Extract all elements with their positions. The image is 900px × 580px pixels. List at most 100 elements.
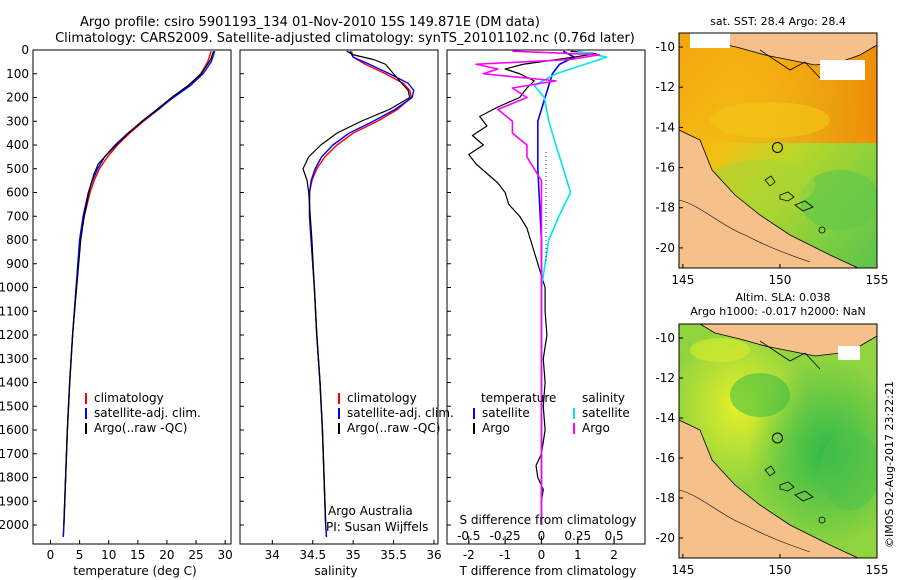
y-tick-label: 1700 xyxy=(0,447,29,461)
sst-map-frame xyxy=(678,32,878,269)
difference-legend: temperature satellite Argo salinity sate… xyxy=(473,391,630,435)
legend-climatology-label: climatology xyxy=(347,391,417,405)
y-tick-label: 900 xyxy=(6,257,29,271)
legend-climatology-label: climatology xyxy=(94,391,164,405)
series-line-argo xyxy=(302,50,411,526)
x-tick-label: 25 xyxy=(188,548,203,562)
x-tick-label: 0 xyxy=(47,548,55,562)
s-tick-label: -0.25 xyxy=(490,529,521,543)
x-tick-label: -1 xyxy=(499,548,511,562)
coral-sea-reefs xyxy=(764,175,814,212)
temperature-xlabel: temperature (deg C) xyxy=(73,564,196,578)
salinity-legend: climatology satellite-adj. clim. Argo(..… xyxy=(338,391,454,435)
legend-t-satellite-label: satellite xyxy=(482,406,530,420)
sst-missing-data xyxy=(690,33,730,48)
australia-land xyxy=(679,419,859,558)
y-tick-label: 1300 xyxy=(0,352,29,366)
legend-salinity-title: salinity xyxy=(582,391,625,405)
australia-land xyxy=(679,129,859,268)
y-tick-label: 700 xyxy=(6,209,29,223)
map-x-tick-label: 150 xyxy=(768,563,791,577)
y-tick-label: 1900 xyxy=(0,494,29,508)
y-tick-label: 1500 xyxy=(0,399,29,413)
x-tick-label: 0 xyxy=(538,548,546,562)
sst-map xyxy=(679,33,877,268)
temperature-panel-frame xyxy=(32,49,232,545)
temperature-series xyxy=(62,50,216,537)
sla-patch xyxy=(690,338,750,362)
argo-location-marker xyxy=(771,141,783,153)
map-x-tick-label: 155 xyxy=(866,273,889,287)
series-line-t-satellite xyxy=(537,50,575,525)
sla-missing-data xyxy=(838,346,860,360)
map-y-tick-label: -12 xyxy=(655,371,675,385)
y-tick-label: 800 xyxy=(6,233,29,247)
sla-map-axes: 145 150 155 -10 -12 -14 -16 -18 -20 xyxy=(655,331,888,577)
map-y-tick-label: -18 xyxy=(655,201,675,215)
reef-marker xyxy=(818,226,826,234)
series-line-climatology xyxy=(62,50,212,537)
sst-patch xyxy=(800,170,877,230)
x-tick-label: 1 xyxy=(574,548,582,562)
x-tick-label: 20 xyxy=(159,548,174,562)
legend-s-argo-label: Argo xyxy=(582,421,610,435)
map-x-tick-label: 145 xyxy=(671,273,694,287)
salinity-xlabel: salinity xyxy=(314,564,357,578)
difference-axes: -2 -1 0 1 2 -0.5 -0.25 0 0.25 0.5 xyxy=(447,49,624,562)
y-tick-label: 1800 xyxy=(0,471,29,485)
map-x-tick-label: 150 xyxy=(768,273,791,287)
t-difference-xlabel: T difference from climatology xyxy=(459,564,637,578)
legend-argo-label: Argo(..raw -QC) xyxy=(94,421,187,435)
legend-t-argo-label: Argo xyxy=(482,421,510,435)
map-y-tick-label: -10 xyxy=(655,40,675,54)
y-tick-label: 1200 xyxy=(0,328,29,342)
argo-location-marker xyxy=(771,432,783,444)
y-tick-label: 400 xyxy=(6,138,29,152)
legend-s-satellite-label: satellite xyxy=(582,406,630,420)
coastline xyxy=(759,49,821,79)
map-y-tick-label: -20 xyxy=(655,241,675,255)
series-line-s-satellite xyxy=(533,50,608,525)
new-guinea-land xyxy=(699,324,877,357)
y-tick-label: 1100 xyxy=(0,304,29,318)
argo-australia-credit: Argo Australia xyxy=(328,504,413,518)
temperature-legend: climatology satellite-adj. clim. Argo(..… xyxy=(85,391,201,435)
x-tick-label: 36 xyxy=(426,548,441,562)
s-tick-label: 0.25 xyxy=(564,529,591,543)
map-y-tick-label: -16 xyxy=(655,161,675,175)
reef-contour xyxy=(679,199,811,263)
map-y-tick-label: -14 xyxy=(655,411,675,425)
x-tick-label: 34 xyxy=(265,548,280,562)
sst-map-title: sat. SST: 28.4 Argo: 28.4 xyxy=(710,15,846,28)
difference-series xyxy=(468,50,608,525)
legend-argo-label: Argo(..raw -QC) xyxy=(347,421,440,435)
sst-map-axes: 145 150 155 -10 -12 -14 -16 -18 -20 xyxy=(655,40,888,287)
x-tick-label: -2 xyxy=(463,548,475,562)
y-tick-label: 100 xyxy=(6,67,29,81)
sla-map-subtitle: Argo h1000: -0.017 h2000: NaN xyxy=(690,305,866,318)
legend-temperature-title: temperature xyxy=(481,391,556,405)
y-tick-label: 600 xyxy=(6,186,29,200)
reef-contour xyxy=(679,489,811,553)
y-tick-label: 500 xyxy=(6,162,29,176)
x-tick-label: 10 xyxy=(101,548,116,562)
y-tick-label: 1000 xyxy=(0,281,29,295)
new-guinea-land xyxy=(699,33,877,66)
pi-credit: PI: Susan Wijffels xyxy=(326,520,428,534)
reef-marker xyxy=(818,516,826,524)
series-line-argo xyxy=(63,50,215,526)
difference-panel-frame xyxy=(446,49,646,545)
s-tick-label: -0.5 xyxy=(457,529,480,543)
x-tick-label: 35.5 xyxy=(380,548,407,562)
map-y-tick-label: -10 xyxy=(655,331,675,345)
map-y-tick-label: -12 xyxy=(655,80,675,94)
series-line-satellite xyxy=(308,50,415,537)
legend-satellite-label: satellite-adj. clim. xyxy=(94,406,201,420)
x-tick-label: 2 xyxy=(610,548,618,562)
y-tick-label: 300 xyxy=(6,114,29,128)
sst-patch xyxy=(710,102,830,138)
y-tick-label: 200 xyxy=(6,91,29,105)
x-tick-label: 35 xyxy=(346,548,361,562)
imos-timestamp: ©IMOS 02-Aug-2017 23:22:21 xyxy=(883,381,896,548)
